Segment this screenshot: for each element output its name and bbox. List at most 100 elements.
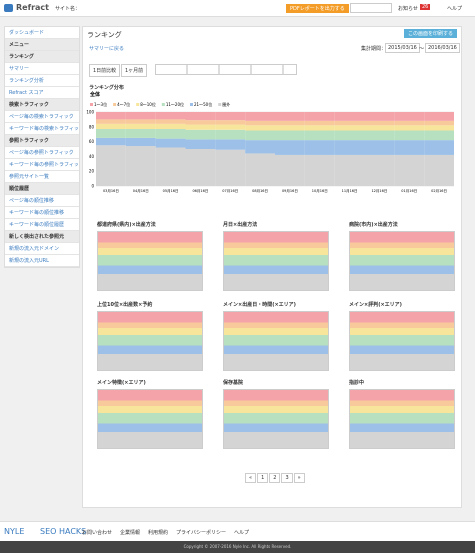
bar-segment xyxy=(424,125,454,131)
legend-swatch xyxy=(113,103,117,106)
bar-segment xyxy=(245,112,275,121)
y-tick-label: 100 xyxy=(86,110,94,115)
footer: NYLE SEO HACKS お問い合わせ 企業情報 利用規約 プライバシーポリシー ヘ… xyxy=(0,521,475,542)
bar-segment xyxy=(125,146,156,186)
date-to[interactable]: 2016/03/16 xyxy=(425,43,460,53)
bar-segment xyxy=(245,130,275,141)
bar-segment xyxy=(275,140,305,155)
bar-segment xyxy=(185,112,216,121)
x-tick-label: 10月16日 xyxy=(312,188,328,193)
bar-segment xyxy=(424,140,454,155)
brand: NYLE xyxy=(4,527,25,536)
bar-segment xyxy=(334,154,365,186)
menu-item[interactable]: キーワード毎の参照トラフィック xyxy=(5,159,79,171)
bar-segment xyxy=(185,129,216,140)
menu-item[interactable]: ページ毎の順位推移 xyxy=(5,195,79,207)
bar-segment xyxy=(125,119,156,124)
back-link[interactable]: サマリーに戻る xyxy=(89,46,125,52)
menu-item[interactable]: Refract スコア xyxy=(5,87,79,99)
bar-segment xyxy=(96,119,126,124)
bar-segment xyxy=(185,120,216,125)
dashboard-link[interactable]: ダッシュボード xyxy=(5,27,79,39)
bar-segment xyxy=(304,120,335,126)
bar-segment xyxy=(185,124,216,130)
menu-item[interactable]: 新規の流入元URL xyxy=(5,255,79,267)
bar-segment xyxy=(304,154,335,186)
x-tick-label: 08月16日 xyxy=(252,188,268,193)
footer-link[interactable]: ヘルプ xyxy=(233,530,249,536)
bar-segment xyxy=(364,120,395,126)
footer-link[interactable]: お問い合わせ xyxy=(82,530,113,536)
x-tick-label: 12月16日 xyxy=(371,188,387,193)
help[interactable]: ヘルプ xyxy=(447,6,463,12)
bar-segment xyxy=(424,130,454,141)
menu-item[interactable]: ページ毎の検索トラフィック xyxy=(5,111,79,123)
menu-item[interactable]: 参照元サイト一覧 xyxy=(5,171,79,183)
legend-label: 21～50位 xyxy=(194,101,212,107)
tab[interactable]: 1ヶ月前 xyxy=(121,64,148,77)
page-link[interactable]: 2 xyxy=(269,473,281,483)
tab[interactable]: 1日前比較 xyxy=(89,64,121,77)
news[interactable]: お知らせ xyxy=(398,6,418,12)
bar-segment xyxy=(125,112,156,120)
date-sep: ～ xyxy=(419,46,425,52)
tab-thumbnails[interactable] xyxy=(155,64,297,75)
bar-segment xyxy=(334,140,365,155)
legend-swatch xyxy=(190,103,194,106)
menu-item[interactable]: サマリー xyxy=(5,63,79,75)
legend-label: 11～20位 xyxy=(166,101,184,107)
menu-item[interactable]: ページ毎の参照トラフィック xyxy=(5,147,79,159)
bar-segment xyxy=(424,112,454,121)
bar-segment xyxy=(334,130,365,141)
x-tick-label: 05月16日 xyxy=(163,188,179,193)
bar-segment xyxy=(125,137,156,147)
chart-title: 上位10位×出産数×予約 xyxy=(97,302,153,308)
menu-item[interactable]: ランキング分析 xyxy=(5,75,79,87)
bar-segment xyxy=(334,112,365,121)
page-link[interactable]: » xyxy=(293,473,305,483)
legend-label: 1～3位 xyxy=(94,101,107,107)
menu-item[interactable]: キーワード毎の順位履歴 xyxy=(5,219,79,231)
menu-group: 参照トラフィック xyxy=(5,135,79,147)
bar-segment xyxy=(304,125,335,131)
print-button[interactable]: この画面を印刷する xyxy=(403,29,457,38)
legend-swatch xyxy=(136,103,140,106)
bar-segment xyxy=(96,112,126,120)
x-tick-label: 06月16日 xyxy=(192,188,208,193)
menu-item[interactable]: キーワード毎の順位推移 xyxy=(5,207,79,219)
chart-title: 病院(市内)×出産方法 xyxy=(349,222,398,228)
bar-segment xyxy=(304,140,335,155)
bar-segment xyxy=(96,145,126,186)
section-title: ランキング分布 xyxy=(89,85,124,91)
chart-subtitle: 全体 xyxy=(89,91,101,98)
bar-segment xyxy=(155,138,186,148)
x-tick-label: 09月16日 xyxy=(282,188,298,193)
news-count: 26 xyxy=(420,4,431,10)
menu-item[interactable]: 新規の流入元ドメイン xyxy=(5,243,79,255)
main-chart: 全体 1～3位 4～7位 8～10位 11～20位 21～50位 圏外 0 20 40 60 80 1… xyxy=(86,91,454,193)
legend-swatch xyxy=(218,103,222,106)
bar-segment xyxy=(96,137,126,146)
chart-title: 指診中 xyxy=(349,380,365,386)
bar-segment xyxy=(155,123,186,130)
legend-swatch xyxy=(90,103,93,106)
page-link[interactable]: 1 xyxy=(257,473,269,483)
footer-link[interactable]: プライバシーポリシー xyxy=(176,530,226,536)
menu-item[interactable]: キーワード毎の検索トラフィック xyxy=(5,123,79,135)
page-link[interactable]: « xyxy=(245,473,257,483)
bar-segment xyxy=(304,130,335,141)
bar-segment xyxy=(155,112,186,120)
bar-segment xyxy=(304,112,335,121)
date-from[interactable]: 2015/03/16 xyxy=(385,43,420,53)
dropdown[interactable] xyxy=(350,3,392,13)
legend-label: 8～10位 xyxy=(140,101,156,107)
page-link[interactable]: 3 xyxy=(281,473,293,483)
pdf-button[interactable]: PDFレポートを出力する xyxy=(286,4,349,13)
footer-link[interactable]: 企業情報 xyxy=(120,530,141,536)
menu-header: メニュー xyxy=(5,39,79,51)
footer-link[interactable]: 利用規約 xyxy=(148,530,169,536)
bar-segment xyxy=(215,139,246,150)
x-tick-label: 11月16日 xyxy=(342,188,358,193)
bar-segment xyxy=(125,129,156,138)
bar-segment xyxy=(394,140,425,155)
